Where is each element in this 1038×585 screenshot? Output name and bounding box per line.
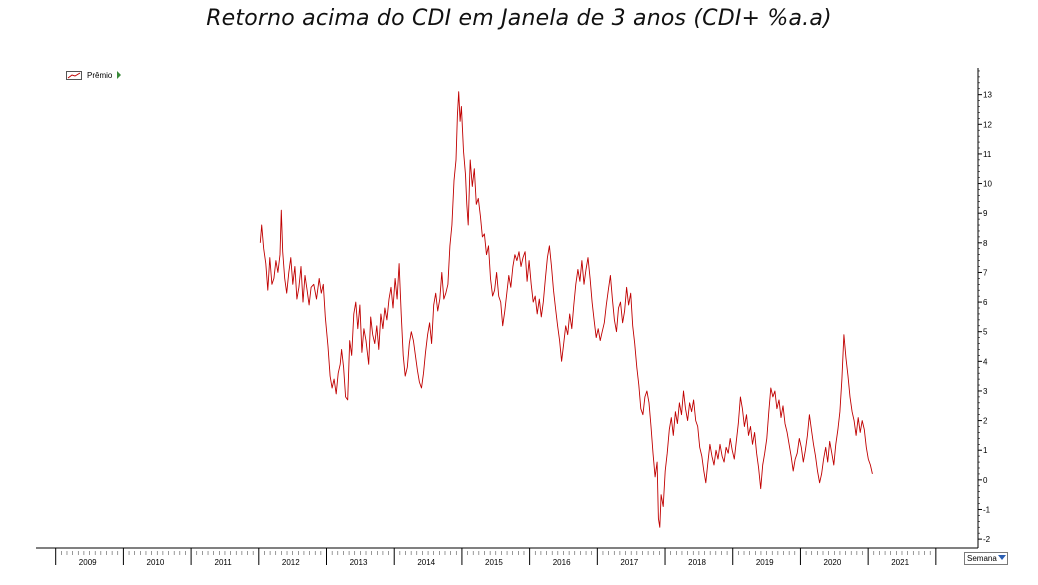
x-tick-label: 2017	[620, 558, 638, 567]
series-layer	[259, 91, 873, 528]
y-tick-label: 1	[983, 446, 988, 455]
x-tick-label: 2010	[147, 558, 165, 567]
x-tick-label: 2021	[891, 558, 909, 567]
period-select-value: Semana	[967, 554, 997, 563]
legend[interactable]: Prêmio	[66, 69, 122, 81]
chevron-down-icon[interactable]	[998, 555, 1006, 560]
x-tick-label: 2011	[215, 558, 233, 567]
y-tick-label: 6	[983, 298, 988, 307]
y-tick-label: 8	[983, 239, 988, 248]
x-tick-label: 2015	[485, 558, 503, 567]
y-tick-label: 12	[983, 120, 992, 129]
series-line-premio	[259, 91, 873, 528]
legend-label: Prêmio	[87, 70, 113, 80]
x-axis: 2009 2010 2011 2012 2013 2014 2015 2016 2017 2018…	[36, 547, 978, 567]
line-series-icon	[66, 70, 82, 80]
x-tick-label: 2018	[688, 558, 706, 567]
y-tick-label: 10	[983, 180, 992, 189]
x-tick-label: 2020	[824, 558, 842, 567]
y-tick-label: 3	[983, 387, 988, 396]
expand-arrow-icon[interactable]	[117, 71, 122, 79]
y-tick-label: -1	[983, 505, 991, 514]
x-tick-label: 2016	[553, 558, 571, 567]
y-tick-label: 9	[983, 209, 988, 218]
y-tick-label: 4	[983, 357, 988, 366]
period-select[interactable]: Semana	[964, 552, 1008, 565]
x-tick-label: 2014	[417, 558, 435, 567]
y-tick-label: 0	[983, 476, 988, 485]
x-tick-label: 2009	[79, 558, 97, 567]
chart-title: Retorno acima do CDI em Janela de 3 anos…	[206, 6, 832, 31]
y-tick-label: 7	[983, 268, 988, 277]
x-tick-label: 2019	[756, 558, 774, 567]
y-tick-label: 5	[983, 328, 988, 337]
y-tick-label: -2	[983, 535, 991, 544]
y-tick-label: 13	[983, 91, 992, 100]
y-tick-label: 2	[983, 417, 988, 426]
y-tick-label: 11	[983, 150, 992, 159]
x-tick-label: 2012	[282, 558, 300, 567]
x-tick-label: 2013	[350, 558, 368, 567]
